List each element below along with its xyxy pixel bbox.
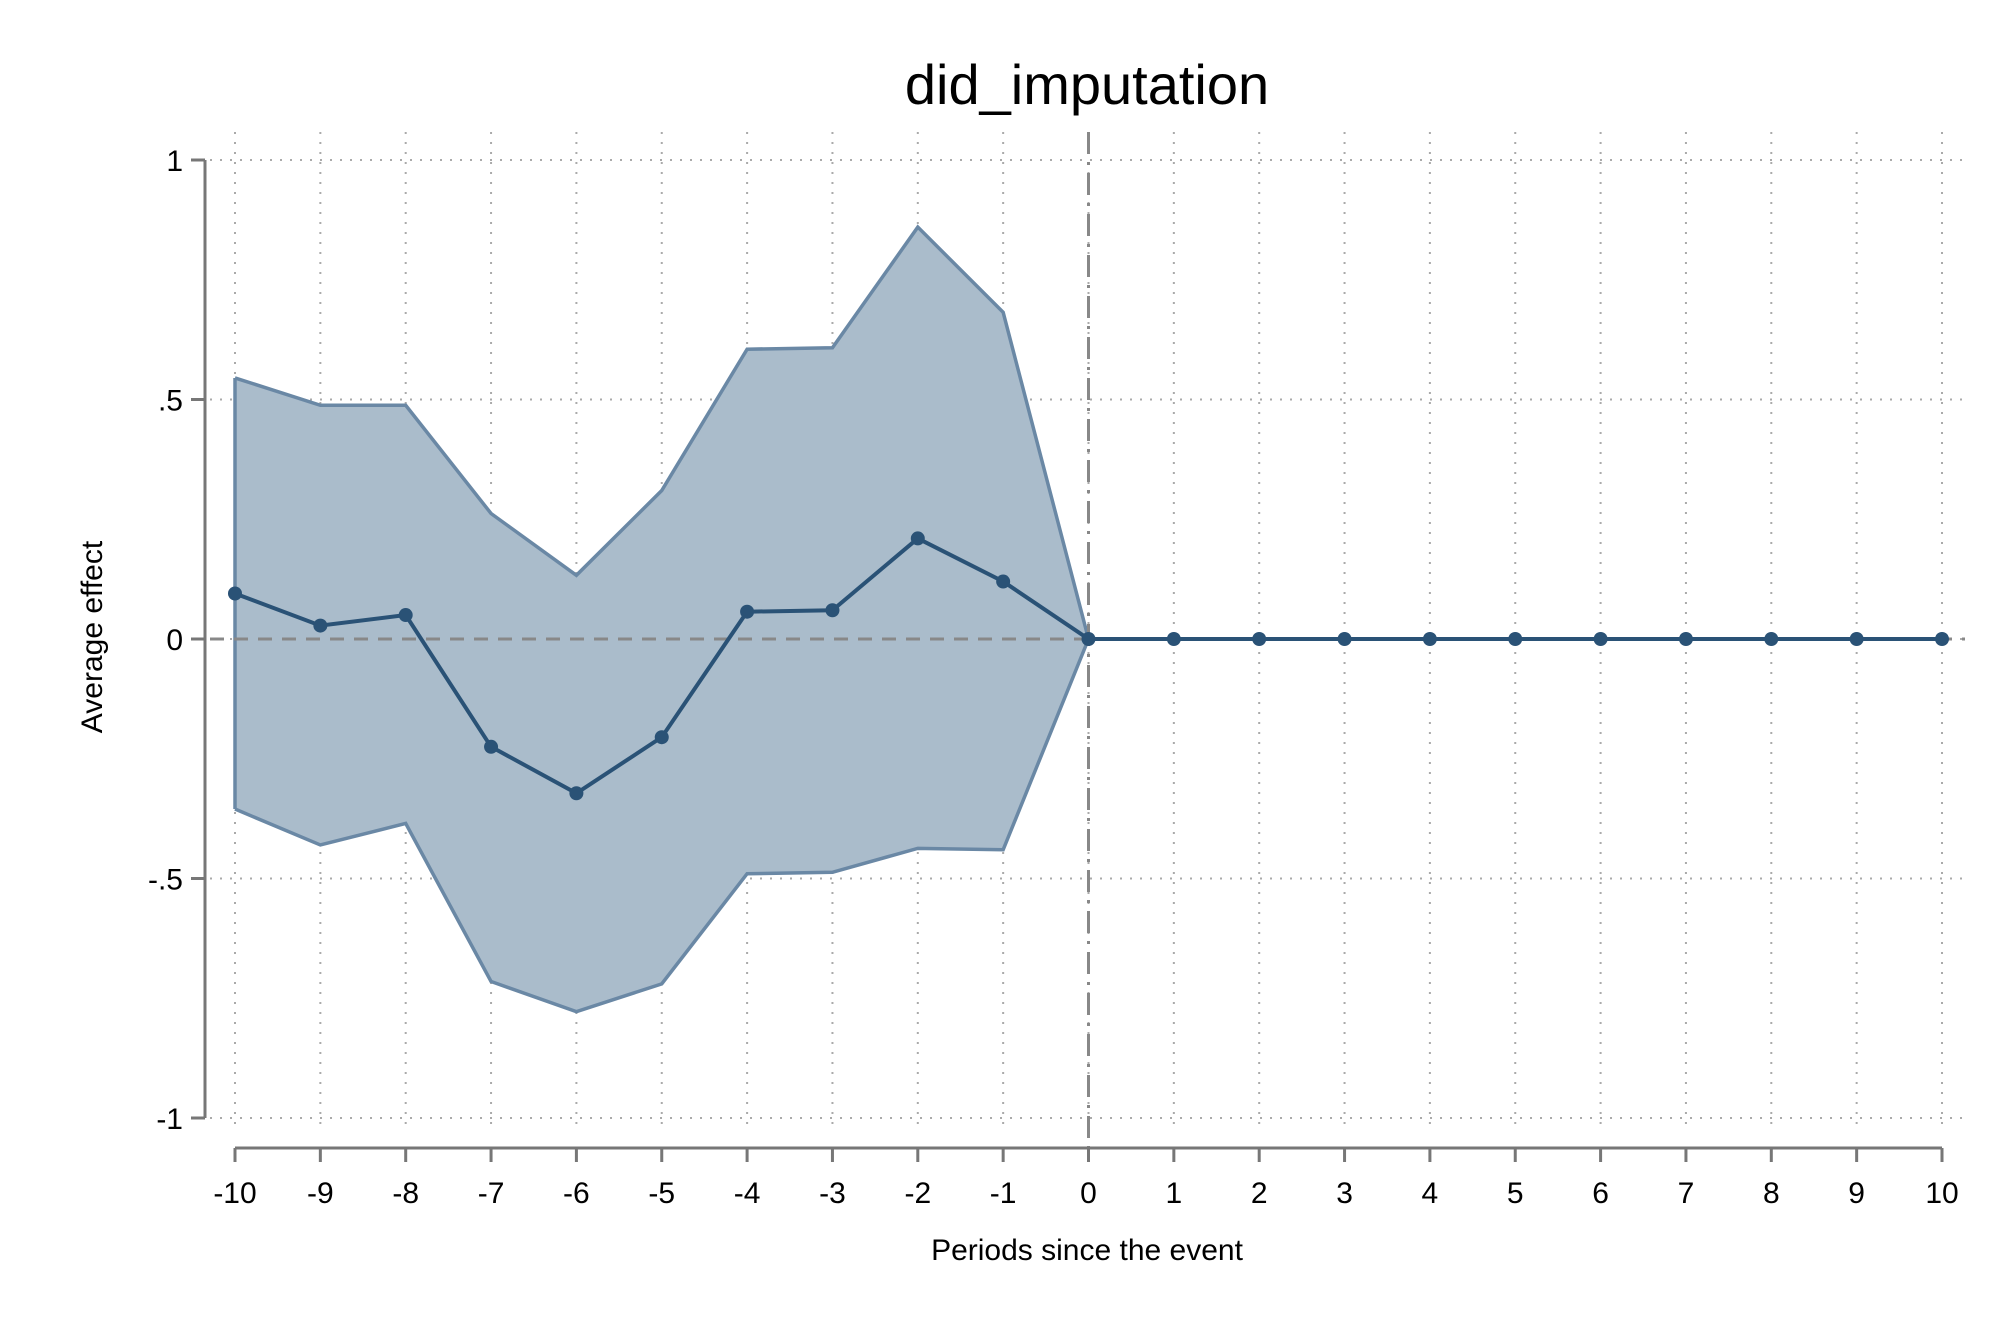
x-tick-label: -9 [307,1177,334,1210]
x-tick-label: -8 [392,1177,419,1210]
x-tick-label: 3 [1336,1177,1353,1210]
x-tick-label: 0 [1080,1177,1097,1210]
x-tick-label: 2 [1251,1177,1268,1210]
x-tick-label: 9 [1848,1177,1865,1210]
y-tick-label: 0 [166,624,183,657]
estimate-point [825,603,840,618]
estimate-point [1678,632,1693,646]
estimate-point [740,604,755,619]
x-tick-label: -2 [904,1177,931,1210]
y-tick-label: -1 [156,1103,183,1136]
estimate-point [910,531,925,546]
x-tick-label: -7 [478,1177,505,1210]
estimate-point [398,608,413,623]
y-axis: 1 .5 0 -.5 -1 [148,145,207,1136]
x-tick-label: 4 [1422,1177,1439,1210]
estimate-point [1422,632,1437,646]
x-tick-label: -3 [819,1177,846,1210]
estimate-point [1849,632,1864,646]
estimate-point [228,586,242,601]
estimate-point [1508,632,1523,646]
estimate-point [313,618,328,633]
estimate-series [228,531,1949,801]
ci-upper-line [234,224,1091,640]
x-tick-label: 6 [1592,1177,1609,1210]
estimate-point [1764,632,1779,646]
ci-lower-line [234,638,1091,1014]
estimate-point [1166,632,1181,646]
chart-title: did_imputation [905,53,1269,116]
x-axis-label: Periods since the event [931,1234,1244,1267]
x-tick-label: -10 [213,1177,256,1210]
x-tick-label: 1 [1166,1177,1183,1210]
estimate-point [1593,632,1608,646]
y-axis-label: Average effect [76,540,109,733]
y-tick-label: .5 [158,385,183,418]
x-tick-label: -5 [648,1177,675,1210]
estimate-point [996,574,1011,589]
estimate-point [1337,632,1352,646]
estimate-point [1081,632,1096,646]
confidence-band [233,224,1091,1014]
estimate-point [484,739,499,754]
confidence-band-area [235,227,1089,1012]
x-tick-label: -1 [990,1177,1017,1210]
x-tick-label: -6 [563,1177,590,1210]
x-tick-label: -4 [734,1177,761,1210]
x-tick-label: 8 [1763,1177,1780,1210]
x-axis: -10 -9 -8 -7 -6 -5 -4 -3 -2 -1 0 1 2 3 4 5 6 7 8 9 10 [213,1146,1959,1210]
estimate-point [654,730,669,745]
estimate-point [1252,632,1267,646]
estimate-point [1935,632,1949,646]
x-tick-label: 5 [1507,1177,1524,1210]
y-tick-label: -.5 [148,864,183,897]
y-tick-label: 1 [166,145,183,178]
x-tick-label: 10 [1925,1177,1958,1210]
estimate-point [569,786,584,801]
x-tick-label: 7 [1678,1177,1695,1210]
